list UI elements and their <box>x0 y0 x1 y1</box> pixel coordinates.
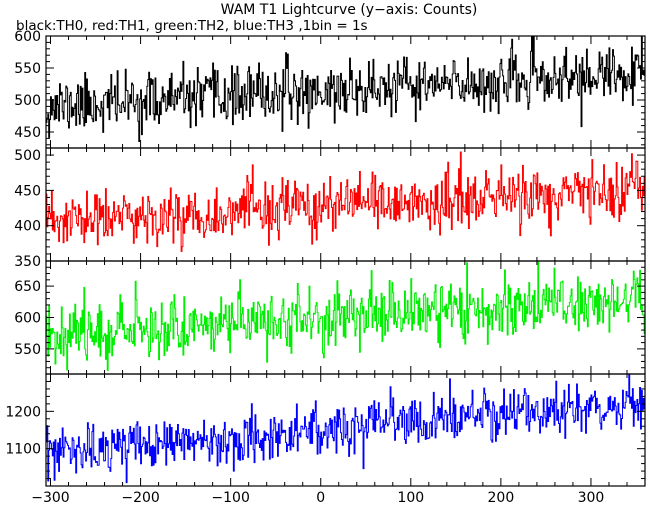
y-tick-label: 550 <box>14 342 41 358</box>
series-TH2 <box>46 261 645 371</box>
y-tick-label: 400 <box>14 219 41 235</box>
series-TH1 <box>46 151 645 252</box>
series-TH3 <box>46 374 645 484</box>
y-tick-label: 350 <box>14 254 41 270</box>
x-axis-labels: −300 −200 −100 0 100 200 300 <box>31 490 604 505</box>
y-tick-label: 1200 <box>5 404 41 420</box>
x-tick-label: 300 <box>578 490 605 505</box>
x-tick-label: 0 <box>316 490 325 505</box>
y-tick-label: 450 <box>14 183 41 199</box>
x-tick-label: −300 <box>31 490 69 505</box>
y-tick-label: 500 <box>14 93 41 109</box>
chart-subtitle: black:TH0, red:TH1, green:TH2, blue:TH3 … <box>16 18 368 34</box>
panel-TH3: 1100 1200 <box>5 373 646 487</box>
chart-title: WAM T1 Lightcurve (y−axis: Counts) <box>221 2 478 18</box>
x-tick-label: 100 <box>397 490 424 505</box>
panel-frame <box>45 373 646 487</box>
y-tick-label: 450 <box>14 125 41 141</box>
x-tick-label: −200 <box>121 490 159 505</box>
y-tick-label: 600 <box>14 29 41 45</box>
x-tick-label: −100 <box>211 490 249 505</box>
y-tick-label: 550 <box>14 61 41 77</box>
x-tick-label: 200 <box>488 490 515 505</box>
y-tick-label: 650 <box>14 279 41 295</box>
series-TH0 <box>46 36 645 143</box>
y-tick-label: 500 <box>14 148 41 164</box>
y-tick-label: 1100 <box>5 442 41 458</box>
y-tick-label: 600 <box>14 311 41 327</box>
panels-group: 450 500 550 600 350 400 450 500 550 600 650 1100 120… <box>5 29 646 487</box>
panel-TH2: 550 600 650 <box>14 260 646 375</box>
panel-TH1: 350 400 450 500 <box>14 147 646 270</box>
